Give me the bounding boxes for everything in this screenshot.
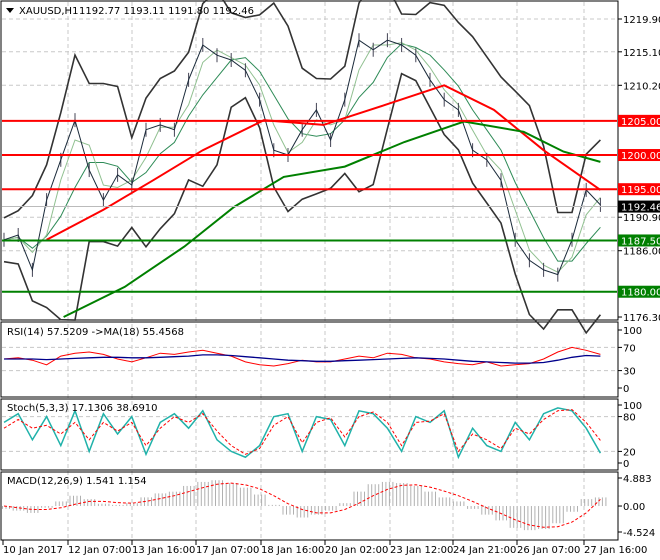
price-axis-label: 1219.90 bbox=[623, 15, 660, 26]
macd-signal-line bbox=[3, 482, 601, 528]
level-price-tag bbox=[618, 285, 660, 298]
ohlc-values: 1192.77 1193.11 1191.80 1192.46 bbox=[79, 6, 254, 17]
level-price-label: 1205.00 bbox=[621, 117, 660, 128]
collapse-triangle-icon[interactable] bbox=[6, 8, 14, 13]
stoch-axis-label: 100 bbox=[623, 401, 642, 412]
macd-axis-label: -4.524 bbox=[623, 528, 655, 539]
stoch-axis-label: 20 bbox=[623, 447, 636, 458]
time-axis-label: 10 Jan 2017 bbox=[3, 545, 63, 556]
axes: 10 Jan 2017 12 Jan 07:00 13 Jan 16:00 17 Ja… bbox=[2, 15, 660, 556]
time-axis-label: 20 Jan 02:00 bbox=[325, 545, 388, 556]
macd-plot bbox=[2, 480, 607, 531]
moving-average-fast bbox=[3, 42, 601, 273]
price-panel-frame bbox=[0, 0, 619, 321]
level-price-tag bbox=[618, 149, 660, 162]
level-price-tag bbox=[618, 114, 660, 127]
level-price-label: 1200.00 bbox=[621, 151, 660, 162]
rsi-axis-label: 30 bbox=[623, 367, 636, 378]
stoch-axis-label: 80 bbox=[623, 413, 636, 424]
stoch-axis-label: 0 bbox=[623, 459, 629, 470]
level-price-tag bbox=[618, 234, 660, 247]
time-axis-label: 27 Jan 16:00 bbox=[584, 545, 647, 556]
symbol-label: XAUUSD,H1 bbox=[19, 6, 78, 17]
level-price-label: 1187.50 bbox=[621, 236, 660, 247]
stoch-d-line bbox=[3, 409, 601, 455]
stoch-title: Stoch(5,3,3) 17.1306 38.6910 bbox=[7, 403, 158, 414]
stoch-k-line bbox=[3, 407, 602, 460]
time-axis-label: 17 Jan 07:00 bbox=[196, 545, 259, 556]
rsi-axis-label: 0 bbox=[623, 384, 629, 395]
rsi-ma-line bbox=[4, 354, 601, 364]
level-price-label: 1195.00 bbox=[621, 185, 660, 196]
price-axis-label: 1215.10 bbox=[623, 48, 660, 59]
current-price-tag bbox=[618, 200, 660, 213]
moving-average-200 bbox=[63, 120, 601, 318]
bollinger-lower-band bbox=[3, 72, 602, 335]
time-axis-label: 23 Jan 12:00 bbox=[390, 545, 453, 556]
time-axis-label: 18 Jan 16:00 bbox=[261, 545, 324, 556]
rsi-title: RSI(14) 57.5209 ->MA(18) 55.4568 bbox=[7, 327, 184, 338]
bollinger-upper-band bbox=[3, 0, 601, 219]
macd-title: MACD(12,26,9) 1.541 1.154 bbox=[7, 476, 147, 487]
level-price-label: 1180.00 bbox=[621, 288, 660, 299]
rsi-axis-label: 100 bbox=[623, 326, 642, 337]
stoch-plot bbox=[3, 407, 602, 460]
price-axis-label: 1190.90 bbox=[623, 213, 660, 224]
time-axis-label: 13 Jan 16:00 bbox=[132, 545, 195, 556]
time-axis-label: 24 Jan 21:00 bbox=[453, 545, 516, 556]
price-axis-label: 1210.20 bbox=[623, 81, 660, 92]
price-line bbox=[3, 39, 601, 276]
macd-axis-label: 0.00 bbox=[623, 502, 645, 513]
grid bbox=[2, 2, 617, 540]
current-price-label: 1192.46 bbox=[621, 203, 660, 214]
price-axis-label: 1176.30 bbox=[623, 313, 660, 324]
level-price-tag bbox=[618, 183, 660, 196]
price-axis-label: 1186.00 bbox=[623, 247, 660, 258]
rsi-panel-frame bbox=[0, 321, 619, 398]
macd-axis-label: 4.883 bbox=[623, 474, 652, 485]
time-axis-label: 12 Jan 07:00 bbox=[68, 545, 131, 556]
time-axis-label: 26 Jan 07:00 bbox=[517, 545, 580, 556]
stoch-panel-frame bbox=[0, 398, 619, 471]
rsi-axis-label: 70 bbox=[623, 343, 636, 354]
price-plot bbox=[2, 0, 617, 335]
rsi-plot bbox=[3, 346, 601, 367]
moving-average-short bbox=[3, 43, 601, 262]
